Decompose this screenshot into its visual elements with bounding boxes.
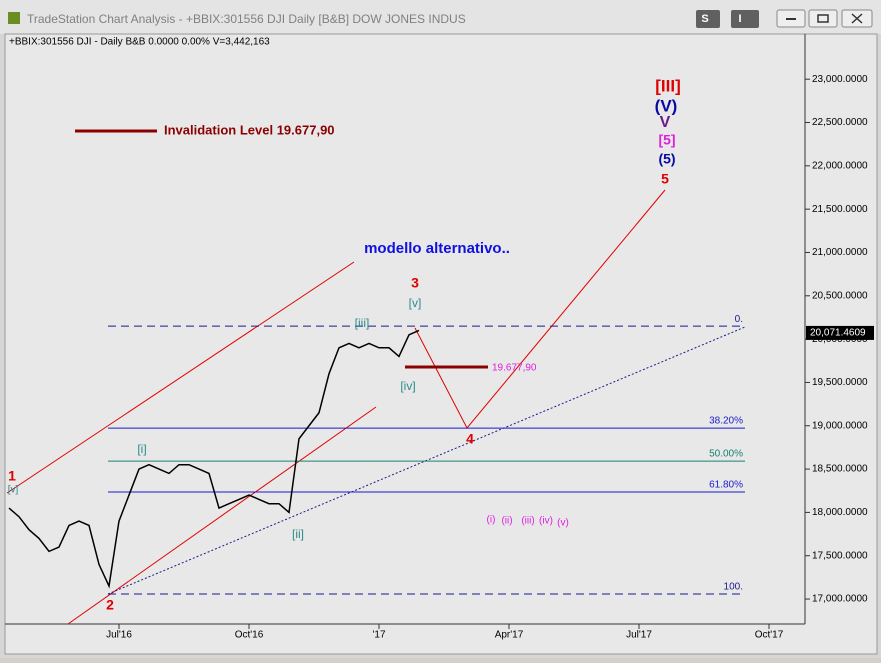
y-tick-label: 19,000.0000 [812,420,868,431]
invalidation-label: 19.677,90 [492,363,537,374]
chart-frame [4,33,878,655]
y-tick-label: 23,000.0000 [812,74,868,85]
wave-label: (v) [557,518,569,529]
maximize-button[interactable] [808,9,838,28]
app-icon [8,12,20,24]
wave-label: [iii] [355,316,370,330]
channel-upper [6,261,355,494]
y-tick-label: 22,500.0000 [812,117,868,128]
fib-label: 0. [735,314,743,325]
y-tick-label: 18,500.0000 [812,464,868,475]
close-icon [851,13,863,24]
fib-label: 61.80% [709,480,743,491]
y-tick-label: 21,000.0000 [812,247,868,258]
y-tick-label: 22,000.0000 [812,160,868,171]
i-button-label: I [738,13,741,25]
wave-label: 3 [411,275,419,291]
wave-label: [III] [655,76,681,95]
wave-label: Invalidation Level 19.677,90 [164,122,335,137]
wave-label: [v] [409,296,422,310]
wave-label: modello alternativo.. [364,240,510,257]
wave-label: [5] [658,132,675,148]
wave-label: (iv) [539,516,553,527]
wave-label: [ii] [292,527,304,541]
x-tick-label: Jul'16 [106,630,132,641]
wave-label: (iii) [521,516,534,527]
x-tick-label: '17 [372,630,385,641]
x-tick-label: Jul'17 [626,630,652,641]
maximize-icon [817,14,829,23]
y-tick-label: 21,500.0000 [812,204,868,215]
wave-label: [v] [8,485,19,496]
y-tick-label: 19,500.0000 [812,377,868,388]
y-tick-label: 17,500.0000 [812,550,868,561]
wave-label: (5) [658,151,675,167]
channel-lower [67,406,377,625]
wave-label: V [660,114,671,131]
wave-label: 5 [661,171,669,187]
wave-label: 1 [8,468,16,484]
symbol-info: +BBIX:301556 DJI - Daily B&B 0.0000 0.00… [9,37,270,48]
fib-label: 38.20% [709,416,743,427]
wave-label: (i) [487,515,496,526]
wave-label: 4 [466,431,474,447]
wave-label: 2 [106,597,114,613]
wave-label: (V) [655,96,678,115]
last-price-box [806,325,874,340]
x-tick-label: Apr'17 [495,630,524,641]
fib-label: 100. [724,582,743,593]
y-tick-label: 20,500.0000 [812,290,868,301]
wave-label: (ii) [501,516,512,527]
s-button-label: S [701,13,708,25]
trend-line [107,326,746,595]
y-tick-label: 17,000.0000 [812,594,868,605]
wave-label: [iv] [400,379,415,393]
window-title: TradeStation Chart Analysis - +BBIX:3015… [27,12,466,26]
price-line [8,329,420,589]
x-tick-label: Oct'17 [755,630,784,641]
x-tick-label: Oct'16 [235,630,264,641]
fib-label: 50.00% [709,449,743,460]
wave-label: [i] [137,442,146,456]
i-button[interactable] [731,10,759,28]
y-tick-label: 18,000.0000 [812,507,868,518]
s-button[interactable] [696,10,720,28]
last-price-label: 20,071.4609 [810,328,866,339]
